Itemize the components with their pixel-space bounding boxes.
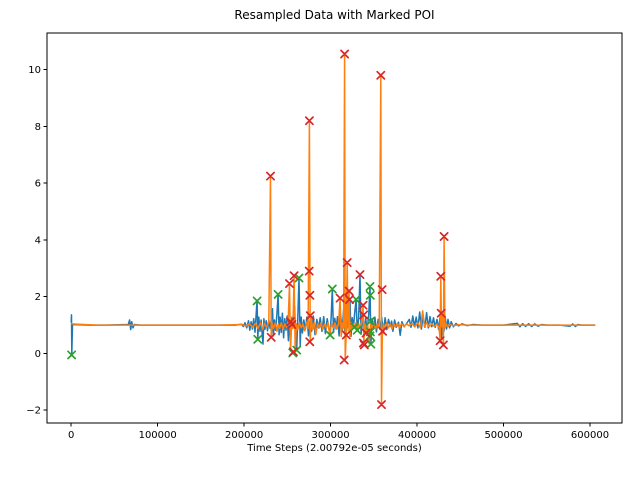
axes-spines bbox=[46, 32, 623, 424]
series-line-resampled-signal-2 bbox=[71, 53, 596, 406]
x-tick-label: 100000 bbox=[139, 430, 177, 441]
x-tick-label: 200000 bbox=[225, 430, 263, 441]
x-tick-label: 500000 bbox=[484, 430, 522, 441]
x-tick-label: 300000 bbox=[312, 430, 350, 441]
x-tick-label: 400000 bbox=[398, 430, 436, 441]
y-tick-label: 2 bbox=[35, 292, 41, 303]
chart-title: Resampled Data with Marked POI bbox=[234, 8, 435, 22]
series-line-resampled-signal-1 bbox=[70, 274, 596, 355]
x-axis-label: Time Steps (2.00792e-05 seconds) bbox=[247, 443, 422, 454]
y-tick-label: 10 bbox=[28, 65, 41, 76]
y-tick-label: 8 bbox=[35, 122, 41, 133]
poi-red-markers bbox=[266, 49, 449, 410]
y-tick-label: −2 bbox=[26, 406, 41, 417]
y-tick-label: 4 bbox=[35, 235, 41, 246]
y-tick-label: 0 bbox=[35, 349, 41, 360]
y-tick-label: 6 bbox=[35, 179, 41, 190]
poi-green-markers bbox=[67, 273, 376, 360]
x-tick-label: 0 bbox=[68, 430, 74, 441]
x-tick-label: 600000 bbox=[571, 430, 609, 441]
